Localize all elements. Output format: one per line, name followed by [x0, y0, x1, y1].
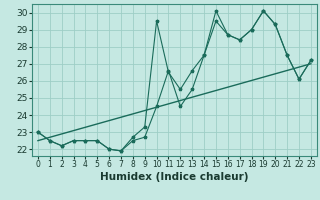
- X-axis label: Humidex (Indice chaleur): Humidex (Indice chaleur): [100, 172, 249, 182]
